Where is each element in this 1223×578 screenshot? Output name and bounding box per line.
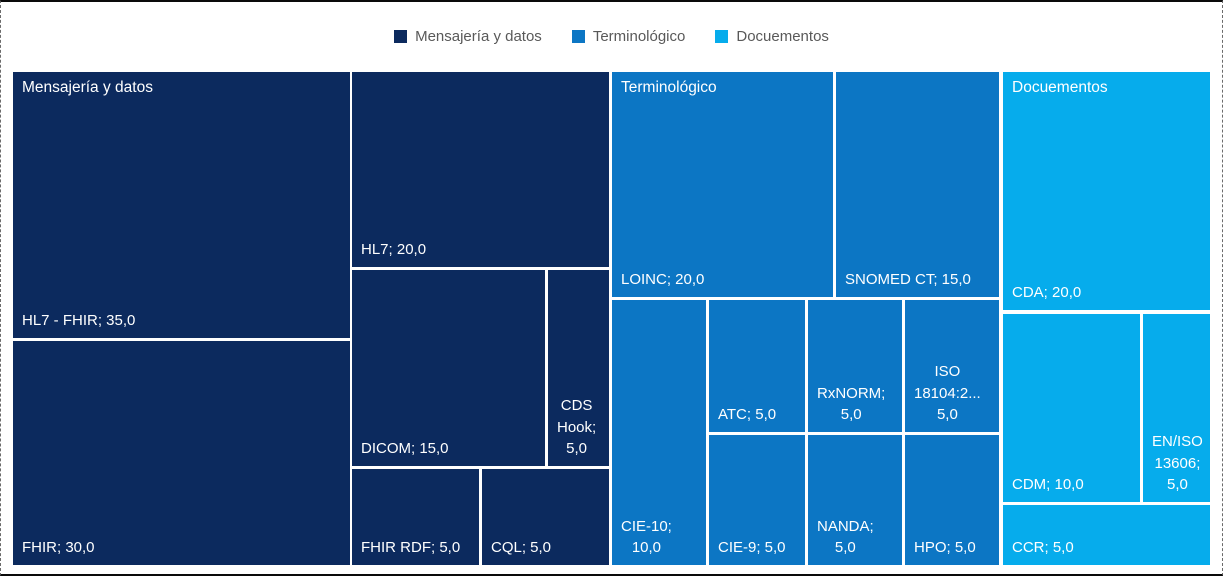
treemap-tile-fhir-rdf: FHIR RDF; 5,0	[352, 469, 479, 565]
treemap-tile-iso-18104-2-5-0: ISO 18104:2... 5,0	[905, 300, 999, 432]
treemap-tile-dicom: DICOM; 15,0	[352, 270, 545, 466]
treemap-tile-atc: ATC; 5,0	[709, 300, 805, 432]
tile-label: CQL; 5,0	[491, 539, 552, 557]
tile-label: HL7 - FHIR; 35,0	[22, 312, 136, 330]
legend-swatch-icon	[715, 30, 729, 43]
treemap-tile-hl7: HL7; 20,0	[352, 72, 609, 267]
category-label-docuementos: Docuementos	[1012, 79, 1108, 96]
tile-label: CDM; 10,0	[1012, 476, 1084, 494]
treemap-tile-hpo: HPO; 5,0	[905, 435, 999, 565]
treemap-tile-snomed-ct: SNOMED CT; 15,0	[836, 72, 999, 297]
tile-label: HL7; 20,0	[361, 241, 427, 259]
treemap-tile-en-iso-13606: EN/ISO 13606; 5,0	[1143, 314, 1210, 502]
legend-label: Mensajería y datos	[415, 28, 542, 45]
chart-legend: Mensajería y datos Terminológico Docuement…	[1, 28, 1222, 45]
tile-label: LOINC; 20,0	[621, 271, 705, 289]
legend-item-mensajer-a-y-datos: Mensajería y datos	[394, 28, 542, 45]
treemap-tile-cda: Docuementos CDA; 20,0	[1003, 72, 1210, 310]
category-label-mensajer-a-y-datos: Mensajería y datos	[22, 79, 153, 96]
legend-item-docuementos: Docuementos	[715, 28, 829, 45]
category-label-terminol-gico: Terminológico	[621, 79, 717, 96]
legend-swatch-icon	[394, 30, 408, 43]
treemap-tile-loinc: Terminológico LOINC; 20,0	[612, 72, 833, 297]
tile-label: FHIR RDF; 5,0	[361, 539, 461, 557]
treemap-tile-cql: CQL; 5,0	[482, 469, 609, 565]
legend-swatch-icon	[571, 30, 585, 43]
tile-label: CIE-9; 5,0	[718, 539, 786, 557]
tile-label: RxNORM; 5,0	[817, 384, 886, 424]
tile-label: ATC; 5,0	[718, 406, 777, 424]
tile-label: CCR; 5,0	[1012, 539, 1074, 557]
tile-label: HPO; 5,0	[914, 539, 976, 557]
treemap-tile-cie-9: CIE-9; 5,0	[709, 435, 805, 565]
tile-label: EN/ISO 13606; 5,0	[1152, 432, 1203, 494]
tile-label: FHIR; 30,0	[22, 539, 95, 557]
treemap-tile-hl7-fhir: Mensajería y datos HL7 - FHIR; 35,0	[13, 72, 350, 338]
tile-label: CDA; 20,0	[1012, 284, 1082, 302]
tile-label: ISO 18104:2... 5,0	[914, 362, 981, 424]
treemap-tile-cds-hook: CDS Hook; 5,0	[548, 270, 609, 466]
tile-label: DICOM; 15,0	[361, 440, 449, 458]
treemap-tile-rxnorm: RxNORM; 5,0	[808, 300, 902, 432]
tile-label: SNOMED CT; 15,0	[845, 271, 971, 289]
treemap-tile-fhir: FHIR; 30,0	[13, 341, 350, 565]
legend-label: Terminológico	[592, 28, 686, 45]
tile-label: CIE-10; 10,0	[621, 517, 672, 557]
tile-label: NANDA; 5,0	[817, 517, 874, 557]
legend-label: Docuementos	[736, 28, 829, 45]
treemap-tile-cie-10: CIE-10; 10,0	[612, 300, 706, 565]
treemap-tile-cdm: CDM; 10,0	[1003, 314, 1140, 502]
treemap-tile-ccr: CCR; 5,0	[1003, 505, 1210, 565]
tile-label: CDS Hook; 5,0	[557, 396, 597, 458]
treemap-tile-nanda: NANDA; 5,0	[808, 435, 902, 565]
legend-item-terminol-gico: Terminológico	[571, 28, 686, 45]
